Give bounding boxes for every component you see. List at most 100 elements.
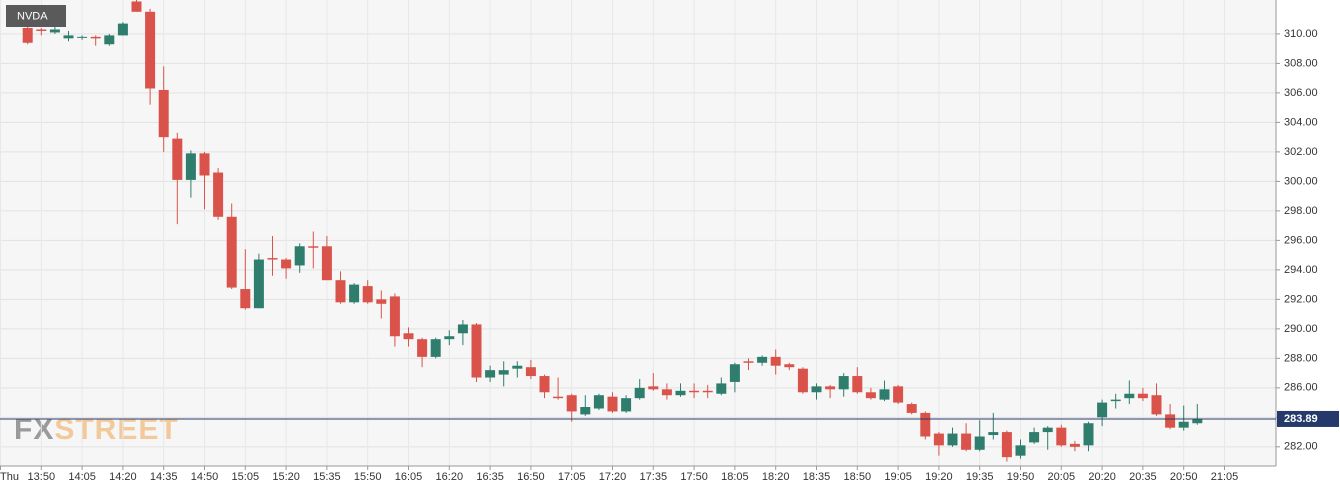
candle-body	[430, 339, 441, 357]
y-tick-label: 294.00	[1284, 264, 1318, 276]
candle-body	[1178, 421, 1189, 428]
y-tick-label: 298.00	[1284, 205, 1318, 217]
candle-body	[689, 390, 700, 393]
candle-body	[1083, 423, 1094, 446]
candle-body	[648, 386, 659, 390]
candle-body	[797, 368, 808, 393]
x-tick-label: 20:20	[1088, 471, 1116, 483]
candle-body	[90, 36, 101, 39]
candle-body	[729, 364, 740, 382]
candle-body	[1056, 427, 1067, 446]
y-tick-label: 296.00	[1284, 234, 1318, 246]
candle-body	[621, 398, 632, 412]
candle-body	[838, 376, 849, 390]
y-tick-label: 300.00	[1284, 175, 1318, 187]
candle-body	[865, 392, 876, 399]
x-tick-label: 18:35	[803, 471, 831, 483]
candle-body	[321, 246, 332, 281]
x-tick-label: 17:20	[599, 471, 627, 483]
candle-body	[1042, 427, 1053, 433]
candle-body	[185, 153, 196, 180]
current-price-box	[1277, 410, 1339, 427]
watermark-street: STREET	[54, 413, 178, 446]
candle-body	[457, 324, 468, 334]
x-tick-label: 19:05	[884, 471, 912, 483]
x-tick-label: 18:05	[721, 471, 749, 483]
candle-body	[553, 396, 564, 399]
x-tick-label: 19:50	[1007, 471, 1035, 483]
y-tick-label: 306.00	[1284, 87, 1318, 99]
candle-body	[253, 259, 264, 309]
candle-body	[104, 35, 115, 45]
candle-body	[403, 333, 414, 340]
candle-body	[22, 28, 33, 43]
watermark-fx: FX	[14, 413, 54, 446]
candle-body	[1069, 443, 1080, 447]
candle-body	[770, 356, 781, 366]
x-tick-label: 16:50	[517, 471, 545, 483]
x-tick-label: 17:50	[680, 471, 708, 483]
watermark: FXSTREET	[14, 413, 179, 446]
candle-body	[825, 386, 836, 390]
candle-body	[389, 296, 400, 337]
candle-body	[879, 389, 890, 400]
candle-body	[77, 36, 88, 38]
candle-body	[1192, 418, 1203, 424]
candle-body	[240, 289, 251, 309]
candle-body	[988, 432, 999, 436]
y-tick-label: 288.00	[1284, 352, 1318, 364]
candle-body	[566, 395, 577, 412]
x-tick-label: 19:35	[966, 471, 994, 483]
candle-body	[471, 324, 482, 378]
x-tick-label: 15:05	[232, 471, 260, 483]
candle-body	[199, 153, 210, 176]
x-tick-label: 18:50	[844, 471, 872, 483]
candle-body	[1137, 393, 1148, 399]
y-tick-label: 286.00	[1284, 382, 1318, 394]
candle-body	[593, 395, 604, 409]
candle-body	[63, 35, 74, 39]
candle-body	[920, 412, 931, 437]
candle-body	[308, 246, 319, 248]
candle-body	[893, 386, 904, 403]
x-tick-label: 20:05	[1048, 471, 1076, 483]
candle-body	[349, 284, 360, 303]
x-tick-label: 14:35	[150, 471, 178, 483]
candle-body	[1110, 399, 1121, 402]
candle-body	[784, 364, 795, 368]
candle-body	[716, 383, 727, 394]
x-tick-label: 15:50	[354, 471, 382, 483]
candle-body	[1151, 395, 1162, 415]
x-tick-label: 16:20	[436, 471, 464, 483]
candle-body	[1097, 402, 1108, 418]
candle-body	[947, 433, 958, 446]
y-tick-label: 310.00	[1284, 28, 1318, 40]
candle-body	[281, 259, 292, 269]
candle-body	[757, 356, 768, 363]
candle-body	[267, 258, 278, 260]
y-tick-label: 308.00	[1284, 57, 1318, 69]
x-tick-label: 17:35	[640, 471, 668, 483]
candle-body	[145, 11, 156, 89]
candle-body	[1015, 445, 1026, 456]
x-tick-label: 14:50	[191, 471, 219, 483]
x-tick-label: 20:50	[1170, 471, 1198, 483]
candle-body	[933, 433, 944, 446]
y-tick-label: 282.00	[1284, 441, 1318, 453]
candle-body	[362, 286, 373, 303]
candle-body	[172, 138, 183, 180]
x-tick-label: 20:35	[1129, 471, 1157, 483]
candle-body	[498, 370, 509, 375]
ticker-badge	[6, 5, 66, 27]
candle-body	[1165, 414, 1176, 428]
candle-body	[131, 1, 142, 12]
candle-body	[417, 339, 428, 357]
x-tick-label: 15:35	[313, 471, 341, 483]
x-tick-label: 19:20	[925, 471, 953, 483]
candle-body	[444, 336, 455, 340]
candle-body	[634, 387, 645, 399]
candle-body	[525, 367, 536, 377]
candle-body	[485, 370, 496, 378]
x-tick-label: 16:35	[476, 471, 504, 483]
x-tick-label: 14:05	[68, 471, 96, 483]
